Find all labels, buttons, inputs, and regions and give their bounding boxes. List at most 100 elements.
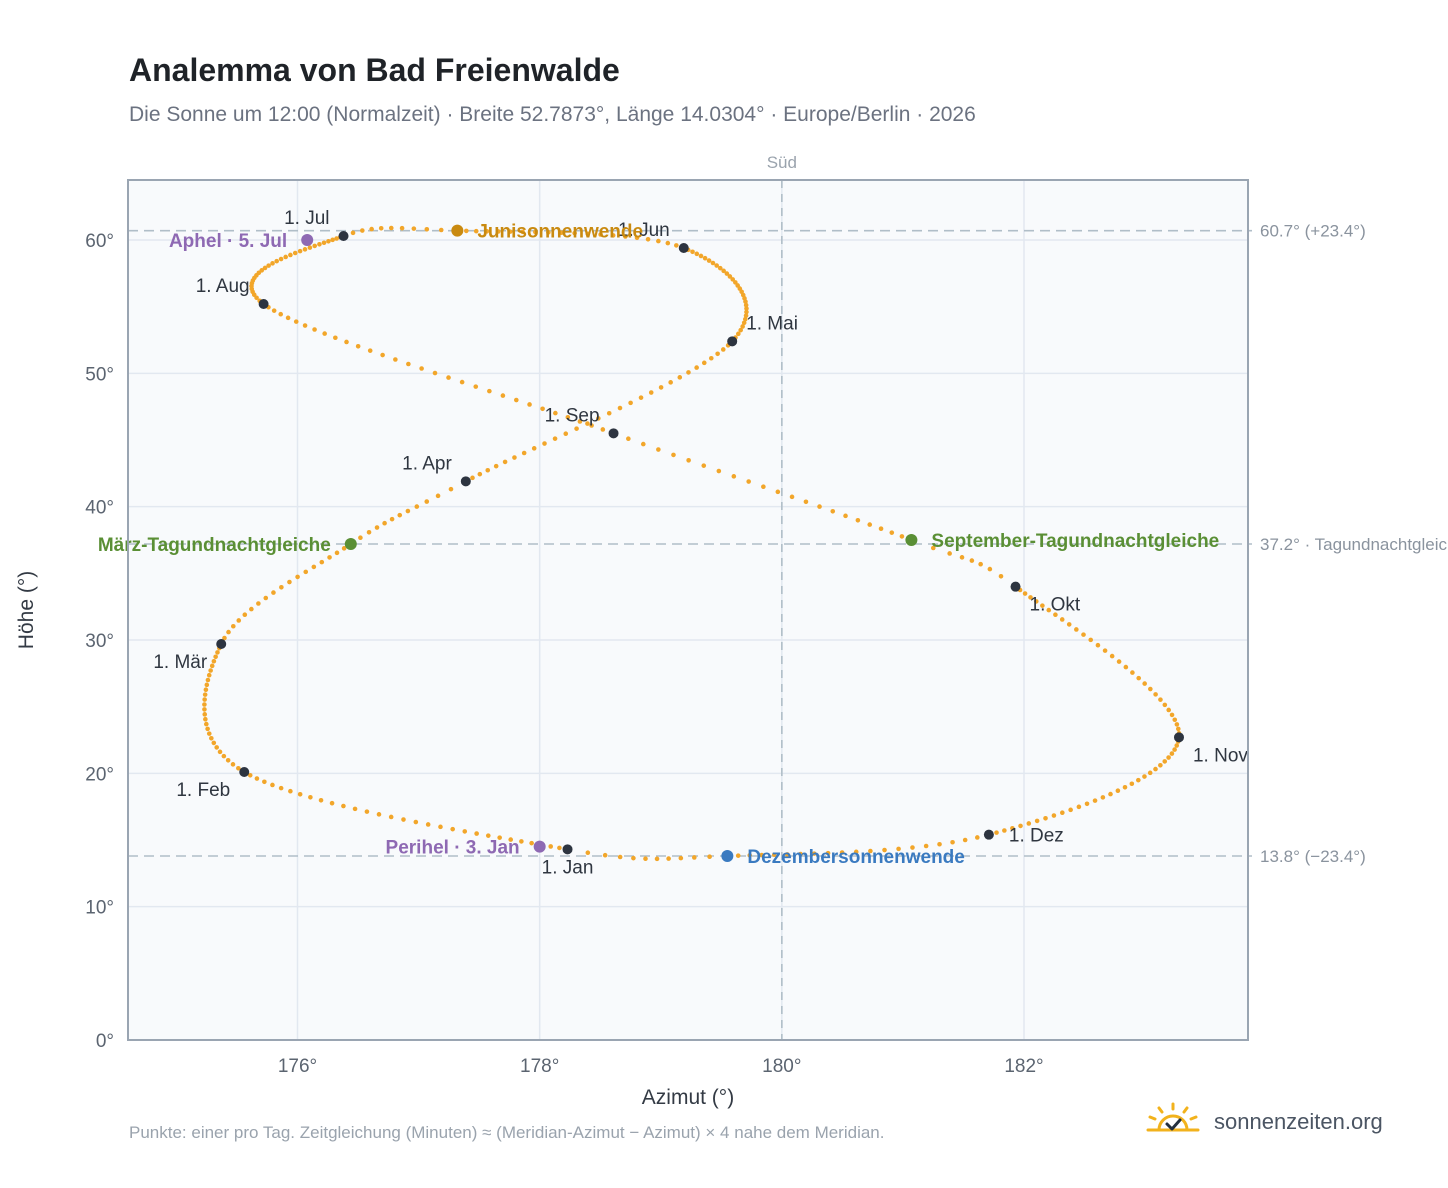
day-point	[256, 601, 261, 606]
day-point	[533, 229, 538, 235]
day-point	[867, 522, 873, 527]
event-label: März-Tagundnachtgleiche	[98, 535, 331, 556]
day-point	[211, 740, 217, 746]
month-label: 1. Apr	[402, 453, 452, 474]
brand-logo[interactable]: sonnenzeiten.org	[1146, 1102, 1383, 1141]
day-point	[519, 839, 524, 844]
day-point	[1092, 798, 1098, 803]
x-tick-label: 182°	[1004, 1056, 1043, 1077]
day-point	[628, 400, 633, 406]
day-point	[249, 606, 254, 612]
day-point	[741, 320, 747, 326]
day-point	[1088, 637, 1094, 643]
day-point	[202, 712, 208, 717]
month-marker	[1173, 732, 1184, 743]
day-point	[292, 250, 298, 256]
day-point	[215, 650, 220, 655]
day-point	[485, 467, 491, 473]
reference-line-label: 37.2° · Tagundnachtgleiche	[1260, 535, 1448, 554]
day-point	[740, 324, 745, 329]
day-point	[380, 352, 385, 358]
day-point	[211, 658, 217, 664]
month-label: 1. Aug	[196, 276, 250, 297]
day-point	[278, 256, 284, 262]
day-point	[531, 446, 537, 451]
day-point	[708, 355, 714, 361]
day-point	[326, 238, 331, 244]
day-point	[376, 812, 382, 817]
day-point	[366, 529, 372, 535]
day-point	[1033, 599, 1039, 604]
day-point	[424, 499, 430, 504]
day-point	[204, 721, 209, 727]
day-point	[727, 274, 733, 279]
day-point	[610, 233, 616, 238]
day-point	[557, 845, 562, 851]
day-point	[1053, 612, 1058, 618]
day-point	[450, 826, 455, 832]
day-point	[382, 520, 387, 526]
day-point	[521, 450, 527, 456]
day-point	[438, 824, 443, 830]
day-point	[959, 555, 965, 560]
day-point	[733, 280, 738, 285]
day-point	[910, 845, 915, 850]
day-point	[731, 474, 737, 479]
day-point	[600, 427, 606, 432]
month-marker	[460, 476, 471, 487]
day-point	[1051, 813, 1057, 818]
day-point	[552, 436, 558, 441]
day-point	[540, 406, 545, 412]
day-point	[254, 776, 260, 781]
day-point	[678, 855, 684, 861]
day-point	[1100, 795, 1106, 800]
day-point	[438, 227, 444, 233]
day-point	[668, 380, 673, 385]
day-point	[254, 295, 259, 301]
day-point	[878, 526, 884, 531]
day-point	[1059, 617, 1065, 622]
day-point	[975, 835, 980, 840]
day-point	[209, 736, 214, 741]
day-point	[686, 458, 691, 463]
day-point	[242, 612, 248, 618]
day-point	[817, 504, 822, 509]
day-point	[203, 687, 209, 693]
day-point	[474, 831, 479, 836]
chart-subtitle: Die Sonne um 12:00 (Normalzeit) · Breite…	[129, 103, 976, 126]
day-point	[435, 493, 441, 499]
day-point	[1172, 747, 1177, 752]
day-point	[1166, 707, 1172, 713]
day-point	[1018, 823, 1023, 829]
day-point	[606, 410, 612, 416]
day-point	[771, 852, 777, 858]
day-point	[221, 753, 227, 759]
day-point	[206, 672, 212, 678]
day-point	[784, 852, 790, 857]
day-point	[759, 852, 765, 858]
day-point	[514, 397, 519, 403]
day-point	[626, 436, 631, 442]
month-label: 1. Nov	[1193, 745, 1248, 766]
day-point	[1129, 781, 1135, 787]
day-point	[205, 677, 211, 683]
day-point	[388, 225, 394, 231]
day-point	[643, 856, 648, 862]
day-point	[572, 230, 577, 236]
day-point	[425, 822, 431, 827]
day-point	[710, 260, 716, 266]
day-point	[1136, 675, 1141, 681]
day-point	[665, 240, 671, 246]
day-point	[1153, 766, 1158, 772]
day-point	[271, 308, 277, 313]
day-point	[295, 574, 300, 580]
day-point	[470, 475, 475, 481]
day-point	[202, 702, 207, 707]
month-marker	[1010, 581, 1021, 592]
day-point	[1147, 770, 1153, 776]
brand-name: sonnenzeiten.org	[1214, 1108, 1383, 1134]
day-point	[1034, 818, 1040, 824]
day-point	[585, 850, 591, 855]
day-point	[701, 360, 707, 366]
day-point	[274, 258, 280, 264]
